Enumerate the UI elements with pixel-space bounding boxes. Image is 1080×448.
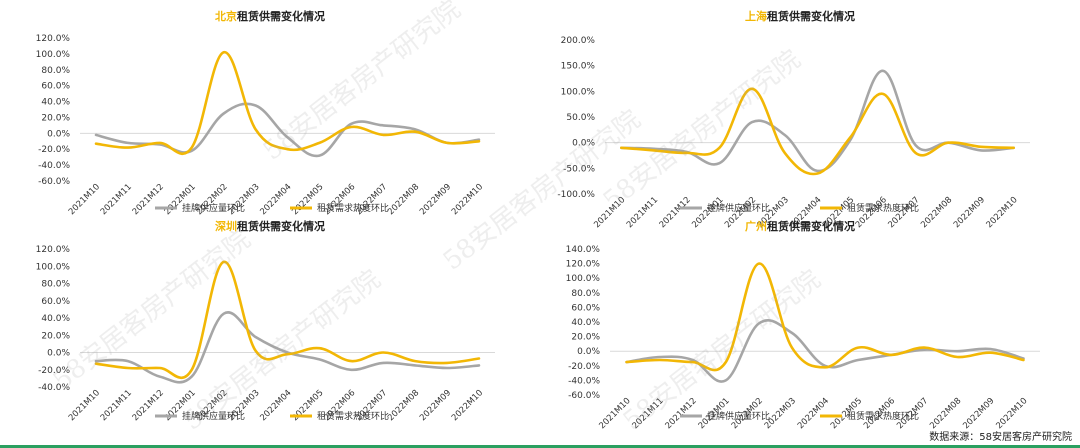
x-tick-label: 2021M12 <box>131 388 166 423</box>
x-tick-label: 2022M09 <box>952 195 987 230</box>
legend-label: 挂牌供应量环比 <box>707 202 770 214</box>
y-tick-label: 20.0% <box>41 113 70 123</box>
y-tick-label: 40.0% <box>41 314 70 324</box>
series-line-supply <box>94 311 481 384</box>
chart-title-city: 深圳 <box>215 219 237 233</box>
y-tick-label: 50.0% <box>566 113 595 123</box>
y-tick-label: 100.0% <box>561 87 596 97</box>
series-line-demand <box>620 87 1015 176</box>
x-tick-label: 2022M04 <box>258 388 293 423</box>
x-tick-label: 2021M10 <box>67 388 102 423</box>
chart-title-rest: 租赁供需变化情况 <box>767 219 855 233</box>
y-tick-label: 100.0% <box>36 50 71 60</box>
y-tick-label: 80.0% <box>41 66 70 76</box>
series-line-supply <box>620 69 1015 173</box>
y-tick-label: -60.0% <box>38 177 70 187</box>
chart-title-rest: 租赁供需变化情况 <box>237 219 325 233</box>
y-tick-label: 80.0% <box>571 289 600 299</box>
x-tick-label: 2022M10 <box>450 182 485 217</box>
x-tick-label: 2022M10 <box>994 396 1029 431</box>
x-tick-label: 2022M09 <box>961 396 996 431</box>
chart-title: 北京租赁供需变化情况 <box>215 9 325 23</box>
y-tick-label: -60.0% <box>568 391 600 401</box>
chart-panel-2: 深圳租赁供需变化情况 120.0% 100.0% 80.0% 60.0% 40.0% 20.… <box>36 219 495 423</box>
y-tick-label: 0.0% <box>572 139 595 149</box>
y-tick-label: 120.0% <box>36 34 71 44</box>
y-tick-label: 20.0% <box>41 331 70 341</box>
y-tick-label: -40.0% <box>568 376 600 386</box>
series-line-demand <box>625 262 1025 372</box>
y-tick-label: 20.0% <box>571 333 600 343</box>
y-tick-label: 40.0% <box>41 98 70 108</box>
chart-title-rest: 租赁供需变化情况 <box>767 9 855 23</box>
y-tick-label: 150.0% <box>561 62 596 72</box>
y-tick-label: 0.0% <box>577 347 600 357</box>
legend-label: 挂牌供应量环比 <box>182 410 245 422</box>
legend-label: 挂牌供应量环比 <box>707 410 770 422</box>
chart-panel-0: 北京租赁供需变化情况 120.0% 100.0% 80.0% 60.0% 40.0% 20.… <box>36 9 495 217</box>
legend-label: 租赁需求热度环比 <box>847 202 919 214</box>
series-line-demand <box>94 260 481 379</box>
x-tick-label: 2022M10 <box>450 388 485 423</box>
x-tick-label: 2021M12 <box>658 195 693 230</box>
x-tick-label: 2021M11 <box>631 396 666 431</box>
x-tick-label: 2021M12 <box>131 182 166 217</box>
y-tick-label: -20.0% <box>568 362 600 372</box>
x-tick-label: 2022M04 <box>258 182 293 217</box>
y-tick-label: 0.0% <box>47 349 70 359</box>
x-tick-label: 2021M11 <box>99 388 134 423</box>
bottom-accent-bar <box>0 445 1080 448</box>
x-tick-label: 2022M09 <box>418 182 453 217</box>
chart-title: 广州租赁供需变化情况 <box>745 219 855 233</box>
legend-label: 租赁需求热度环比 <box>317 410 389 422</box>
chart-title-rest: 租赁供需变化情况 <box>237 9 325 23</box>
y-tick-label: -50.0% <box>563 164 595 174</box>
data-source-note: 数据来源：58安居客房产研究院 <box>929 432 1072 443</box>
y-tick-label: 100.0% <box>566 274 601 284</box>
x-tick-label: 2021M10 <box>597 396 632 431</box>
y-tick-label: 120.0% <box>566 260 601 270</box>
chart-panel-1: 上海租赁供需变化情况200.0%150.0%100.0%50.0%0.0%-50… <box>557 9 1030 230</box>
x-tick-label: 2022M04 <box>796 396 831 431</box>
x-tick-label: 2022M08 <box>386 182 421 217</box>
y-tick-label: -40.0% <box>38 383 70 393</box>
y-tick-label: 200.0% <box>561 36 596 46</box>
x-tick-label: 2022M08 <box>386 388 421 423</box>
x-tick-label: 2022M09 <box>418 388 453 423</box>
y-tick-label: 40.0% <box>571 318 600 328</box>
y-tick-label: 100.0% <box>36 262 71 272</box>
x-tick-label: 2022M08 <box>919 195 954 230</box>
y-tick-label: 80.0% <box>41 280 70 290</box>
x-tick-label: 2021M12 <box>664 396 699 431</box>
y-tick-label: -20.0% <box>38 145 70 155</box>
chart-title-city: 北京 <box>215 9 237 23</box>
x-tick-label: 2021M11 <box>99 182 134 217</box>
x-tick-label: 2021M10 <box>67 182 102 217</box>
chart-title: 深圳租赁供需变化情况 <box>215 219 325 233</box>
y-tick-label: 60.0% <box>41 297 70 307</box>
y-tick-label: -100.0% <box>557 190 595 200</box>
x-tick-label: 2022M10 <box>985 195 1020 230</box>
chart-title: 上海租赁供需变化情况 <box>745 9 855 23</box>
y-tick-label: 140.0% <box>566 245 601 255</box>
y-tick-label: 0.0% <box>47 129 70 139</box>
x-tick-label: 2021M10 <box>592 195 627 230</box>
legend-label: 挂牌供应量环比 <box>182 202 245 214</box>
y-tick-label: 60.0% <box>41 82 70 92</box>
y-tick-label: -40.0% <box>38 161 70 171</box>
x-tick-label: 2022M08 <box>928 396 963 431</box>
legend-label: 租赁需求热度环比 <box>317 202 389 214</box>
y-tick-label: 120.0% <box>36 245 71 255</box>
legend-label: 租赁需求热度环比 <box>847 410 919 422</box>
y-tick-label: -20.0% <box>38 366 70 376</box>
x-tick-label: 2021M11 <box>625 195 660 230</box>
chart-title-city: 广州 <box>745 219 767 233</box>
chart-title-city: 上海 <box>745 9 767 23</box>
chart-panel-3: 广州租赁供需变化情况 140.0% 120.0% 100.0% 80.0% 60.0% 40… <box>566 219 1040 431</box>
y-tick-label: 60.0% <box>571 303 600 313</box>
